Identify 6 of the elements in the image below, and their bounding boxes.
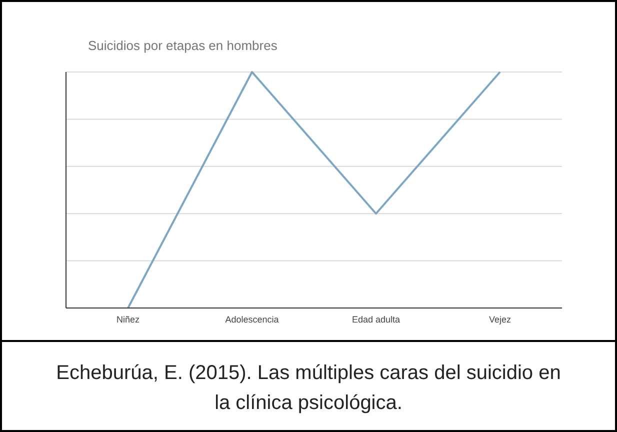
chart-title: Suicidios por etapas en hombres [88, 38, 278, 53]
x-tick-label: Adolescencia [225, 314, 279, 324]
x-tick-label: Vejez [488, 314, 512, 324]
x-tick-label: Edad adulta [352, 314, 400, 324]
x-tick-label: Niñez [116, 314, 140, 324]
text: Echeburúa, E. (2015). Las múltiples caras del suicidio en la clínica psicológica. [55, 361, 562, 416]
